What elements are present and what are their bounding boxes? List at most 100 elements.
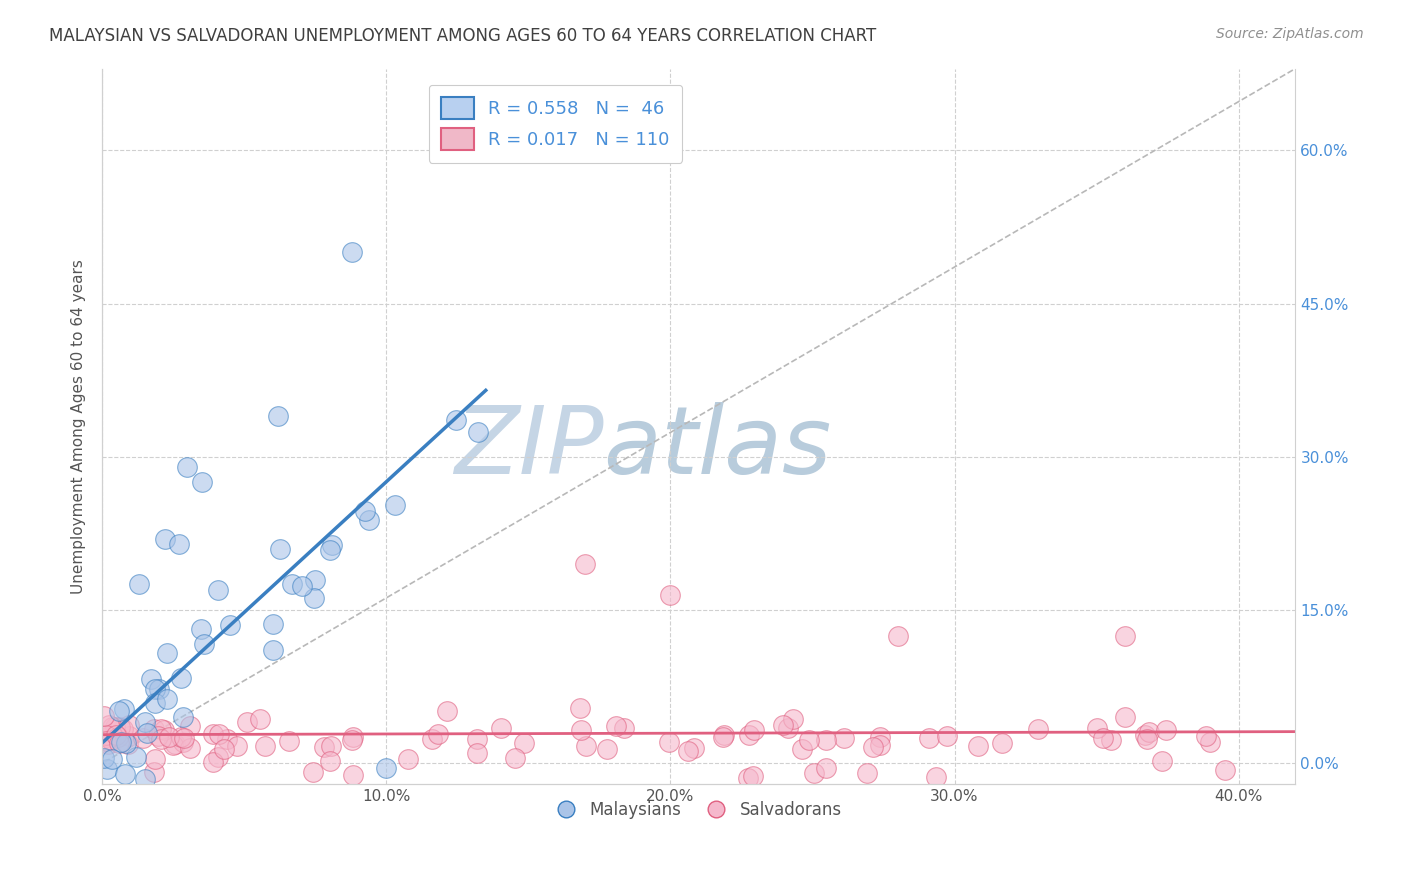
Point	[420, 732, 443, 747]
Point	[465, 746, 488, 760]
Legend: Malaysians, Salvadorans: Malaysians, Salvadorans	[550, 794, 848, 825]
Point	[173, 731, 195, 745]
Point	[605, 719, 627, 733]
Point	[190, 475, 212, 490]
Point	[924, 770, 946, 784]
Point	[131, 731, 153, 746]
Point	[595, 742, 617, 756]
Point	[375, 761, 398, 775]
Text: Source: ZipAtlas.com: Source: ZipAtlas.com	[1216, 27, 1364, 41]
Point	[104, 728, 127, 742]
Point	[772, 717, 794, 731]
Point	[302, 765, 325, 780]
Point	[156, 692, 179, 706]
Point	[513, 736, 536, 750]
Point	[503, 751, 526, 765]
Point	[108, 705, 131, 719]
Point	[143, 697, 166, 711]
Point	[1213, 764, 1236, 778]
Point	[167, 536, 190, 550]
Point	[134, 772, 156, 786]
Point	[170, 671, 193, 685]
Point	[149, 722, 172, 736]
Point	[96, 762, 118, 776]
Point	[713, 727, 735, 741]
Point	[193, 637, 215, 651]
Point	[208, 726, 231, 740]
Point	[108, 720, 131, 734]
Point	[114, 766, 136, 780]
Point	[359, 513, 381, 527]
Point	[814, 762, 837, 776]
Point	[340, 732, 363, 747]
Point	[467, 425, 489, 439]
Point	[436, 704, 458, 718]
Point	[118, 729, 141, 743]
Point	[215, 732, 238, 747]
Point	[574, 557, 596, 571]
Point	[682, 741, 704, 756]
Point	[165, 737, 187, 751]
Point	[1154, 723, 1177, 737]
Point	[148, 729, 170, 743]
Point	[1099, 732, 1122, 747]
Point	[658, 735, 681, 749]
Point	[1136, 732, 1159, 747]
Point	[856, 765, 879, 780]
Point	[967, 739, 990, 753]
Point	[711, 731, 734, 745]
Point	[153, 532, 176, 546]
Point	[1114, 709, 1136, 723]
Point	[936, 729, 959, 743]
Point	[207, 583, 229, 598]
Point	[396, 751, 419, 765]
Point	[93, 751, 115, 765]
Point	[212, 742, 235, 756]
Point	[869, 730, 891, 744]
Point	[162, 738, 184, 752]
Point	[738, 728, 761, 742]
Point	[112, 702, 135, 716]
Point	[236, 715, 259, 730]
Point	[1194, 729, 1216, 743]
Point	[156, 646, 179, 660]
Point	[141, 672, 163, 686]
Point	[134, 714, 156, 729]
Point	[862, 739, 884, 754]
Point	[253, 739, 276, 753]
Point	[281, 577, 304, 591]
Point	[108, 736, 131, 750]
Point	[465, 731, 488, 746]
Point	[202, 755, 225, 769]
Point	[1198, 735, 1220, 749]
Point	[569, 700, 592, 714]
Point	[319, 754, 342, 768]
Point	[886, 629, 908, 643]
Point	[179, 719, 201, 733]
Point	[569, 723, 592, 738]
Point	[93, 709, 115, 723]
Point	[190, 622, 212, 636]
Point	[1028, 723, 1050, 737]
Point	[172, 710, 194, 724]
Point	[96, 730, 118, 744]
Point	[128, 577, 150, 591]
Text: ZIP: ZIP	[454, 402, 603, 493]
Point	[104, 720, 127, 734]
Point	[319, 739, 342, 754]
Point	[278, 734, 301, 748]
Point	[110, 735, 132, 749]
Point	[814, 733, 837, 747]
Point	[444, 413, 467, 427]
Point	[1114, 629, 1136, 643]
Point	[143, 752, 166, 766]
Point	[742, 769, 765, 783]
Point	[319, 543, 342, 558]
Point	[354, 504, 377, 518]
Point	[142, 723, 165, 737]
Point	[143, 765, 166, 780]
Point	[111, 722, 134, 736]
Point	[115, 736, 138, 750]
Point	[157, 730, 180, 744]
Point	[782, 712, 804, 726]
